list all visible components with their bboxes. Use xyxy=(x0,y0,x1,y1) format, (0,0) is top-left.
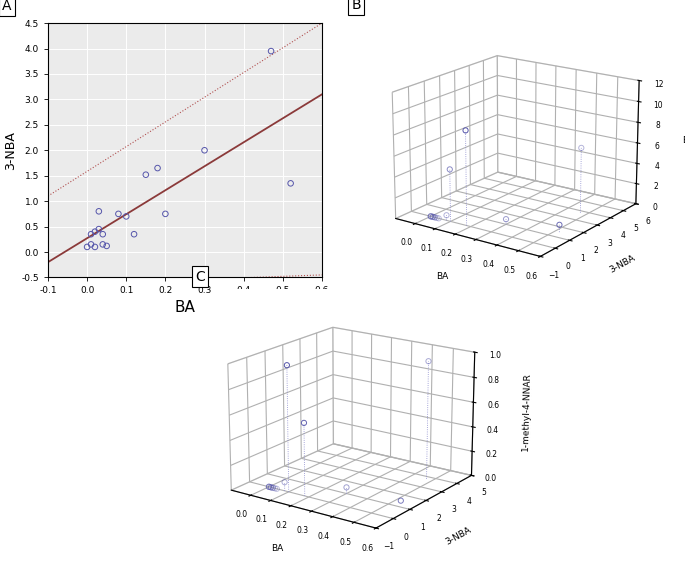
X-axis label: BA: BA xyxy=(271,543,284,553)
Text: C: C xyxy=(195,269,205,284)
Y-axis label: 3-NBA: 3-NBA xyxy=(608,253,637,275)
Point xyxy=(113,209,124,218)
Point xyxy=(93,224,104,234)
X-axis label: BA: BA xyxy=(436,272,448,281)
Point xyxy=(97,240,108,249)
X-axis label: BA: BA xyxy=(175,299,195,314)
Y-axis label: 3-NBA: 3-NBA xyxy=(4,131,17,170)
Y-axis label: 3-NBA: 3-NBA xyxy=(444,525,473,546)
Point xyxy=(152,164,163,173)
Point xyxy=(121,212,132,221)
Point xyxy=(140,170,151,179)
Point xyxy=(90,242,101,251)
Point xyxy=(199,146,210,155)
Text: A: A xyxy=(2,0,12,13)
Point xyxy=(285,179,296,188)
Point xyxy=(129,229,140,239)
Text: B: B xyxy=(351,0,361,12)
Point xyxy=(90,227,101,236)
Point xyxy=(82,242,92,251)
Point xyxy=(86,240,97,249)
Point xyxy=(101,241,112,250)
Point xyxy=(86,229,97,239)
Point xyxy=(266,46,277,55)
Point xyxy=(160,209,171,218)
Point xyxy=(97,229,108,239)
Point xyxy=(93,207,104,216)
